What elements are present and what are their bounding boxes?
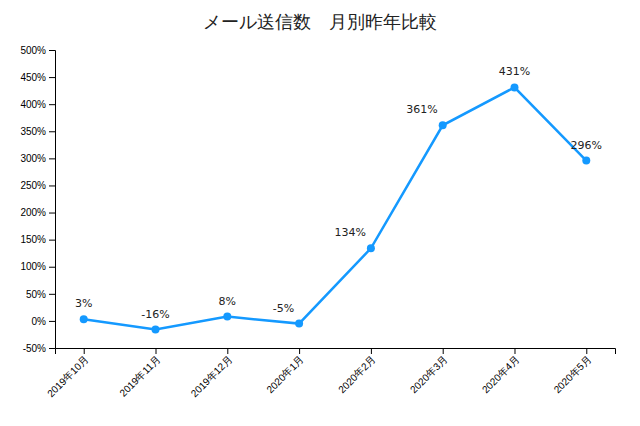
point	[223, 313, 231, 321]
y-tick-mark	[49, 321, 55, 322]
y-tick-mark	[49, 77, 55, 78]
y-tick: 100%	[20, 261, 55, 272]
y-tick: -50%	[23, 343, 55, 354]
y-tick-mark	[49, 294, 55, 295]
x-tick-mark	[586, 348, 587, 354]
y-tick-label: 300%	[20, 153, 46, 164]
y-tick: 400%	[20, 99, 55, 110]
y-tick: 150%	[20, 234, 55, 245]
data-label: 431%	[499, 65, 530, 78]
data-label: -16%	[141, 308, 169, 321]
y-tick-label: 500%	[20, 45, 46, 56]
y-tick: 500%	[20, 45, 55, 56]
data-label: 134%	[334, 226, 365, 239]
y-axis: -50% 0% 50% 100% 150% 200% 250% 300% 350% 400% 450…	[20, 45, 55, 354]
x-tick-label: 2020年5月	[552, 354, 594, 396]
x-tick-label: 2020年4月	[480, 354, 522, 396]
y-tick-mark	[49, 158, 55, 159]
y-tick: 350%	[20, 126, 55, 137]
x-tick-label: 2020年1月	[264, 354, 306, 396]
point	[295, 320, 303, 328]
y-tick-label: 400%	[20, 99, 46, 110]
line	[84, 87, 587, 329]
x-tick-label: 2019年11月	[117, 354, 162, 399]
y-tick: 50%	[26, 289, 55, 300]
y-tick-label: 250%	[20, 180, 46, 191]
y-tick-mark	[49, 267, 55, 268]
y-tick: 300%	[20, 153, 55, 164]
y-tick: 450%	[20, 72, 55, 83]
x-tick-mark	[514, 348, 515, 354]
x-tick: 2020年4月	[480, 348, 522, 395]
y-tick-label: 150%	[20, 234, 46, 245]
y-tick-label: 450%	[20, 72, 46, 83]
x-tick-mark	[299, 348, 300, 354]
x-tick: 2019年11月	[117, 348, 162, 399]
data-label: 8%	[219, 295, 236, 308]
data-label: -5%	[273, 302, 294, 315]
y-tick-label: 50%	[26, 289, 46, 300]
plot: -50% 0% 50% 100% 150% 200% 250% 300% 350% 400% 450…	[20, 45, 615, 399]
point	[80, 315, 88, 323]
x-tick-label: 2020年2月	[336, 354, 378, 396]
data-label: 3%	[75, 297, 92, 310]
title: メール送信数 月別昨年比較	[203, 11, 437, 32]
x-tick: 2020年5月	[552, 348, 594, 395]
point	[582, 157, 590, 165]
y-tick-mark	[49, 131, 55, 132]
y-tick-label: 100%	[20, 261, 46, 272]
point	[439, 121, 447, 129]
point	[367, 244, 375, 252]
y-tick-mark	[49, 50, 55, 51]
y-tick-mark	[49, 185, 55, 186]
x-axis: 2019年10月 2019年11月 2019年12月 2020年1月 2020年2月 20…	[45, 348, 615, 399]
x-tick-mark	[156, 348, 157, 354]
y-tick-label: 0%	[32, 316, 47, 327]
marks	[80, 83, 591, 333]
x-tick: 2020年1月	[264, 348, 306, 395]
y-tick: 250%	[20, 180, 55, 191]
y-axis-line	[49, 51, 56, 349]
y-tick-mark	[49, 348, 55, 349]
y-tick: 0%	[32, 316, 55, 327]
x-tick-label: 2019年10月	[45, 354, 91, 400]
x-tick-mark	[443, 348, 444, 354]
data-labels: 3% -16% 8% -5% 134% 361% 431% 296%	[75, 65, 602, 320]
x-axis-line	[56, 349, 616, 355]
y-tick-label: 200%	[20, 207, 46, 218]
point	[510, 83, 518, 91]
x-tick: 2019年12月	[189, 348, 235, 399]
data-label: 361%	[406, 103, 437, 116]
y-tick-mark	[49, 240, 55, 241]
x-tick-mark	[84, 348, 85, 354]
data-label: 296%	[571, 139, 602, 152]
x-tick: 2020年3月	[408, 348, 450, 395]
x-tick-label: 2019年12月	[189, 354, 235, 400]
y-tick-mark	[49, 104, 55, 105]
y-tick-mark	[49, 213, 55, 214]
chart: メール送信数 月別昨年比較 -50% 0% 50% 100% 150% 200% 250% 30…	[0, 0, 640, 426]
x-tick-mark	[371, 348, 372, 354]
y-tick-label: 350%	[20, 126, 46, 137]
x-tick: 2019年10月	[45, 348, 91, 399]
point	[152, 326, 160, 334]
x-tick-label: 2020年3月	[408, 354, 450, 396]
y-tick-label: -50%	[23, 343, 46, 354]
y-tick: 200%	[20, 207, 55, 218]
x-tick-mark	[227, 348, 228, 354]
x-tick: 2020年2月	[336, 348, 378, 395]
